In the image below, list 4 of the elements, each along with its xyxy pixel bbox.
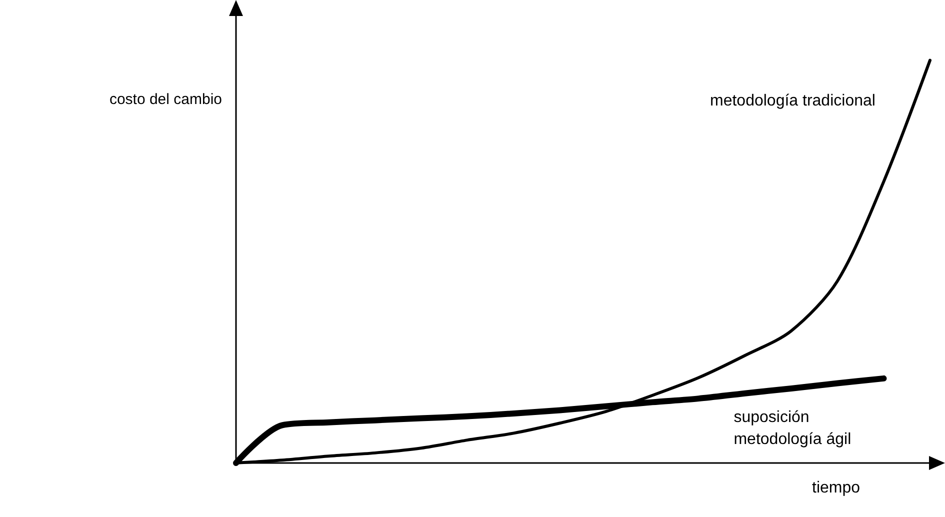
series-label: suposición metodología ágil [734, 408, 852, 448]
text: metodología tradicional [710, 92, 876, 110]
y-axis-title: costo del cambio [109, 91, 222, 108]
x-axis-title: tiempo [812, 480, 860, 496]
